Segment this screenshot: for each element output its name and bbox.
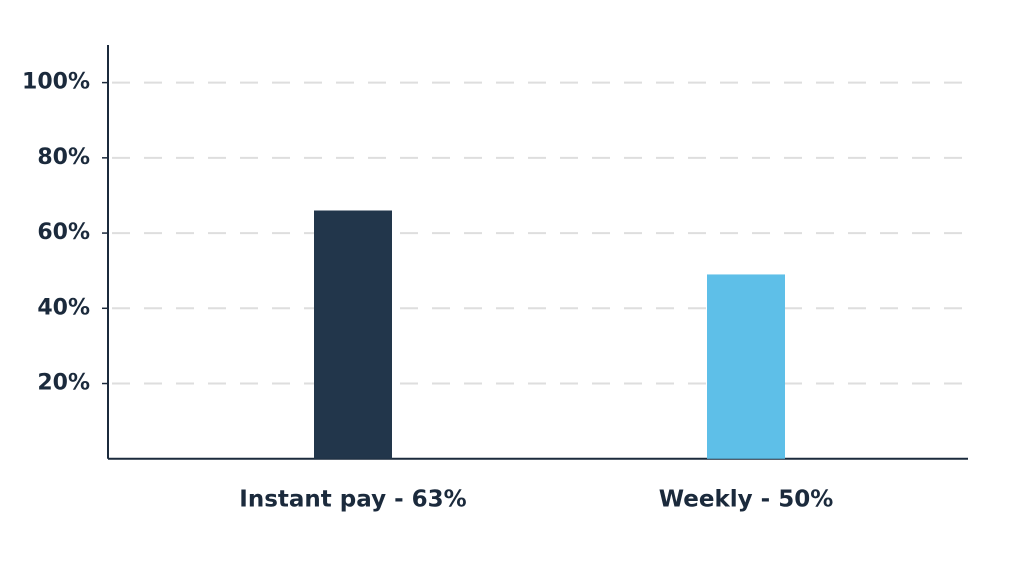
x-tick-label: Weekly - 50% xyxy=(659,487,834,513)
x-tick-label: Instant pay - 63% xyxy=(239,487,466,513)
y-tick-label: 40% xyxy=(37,295,90,320)
y-tick-label: 80% xyxy=(37,145,90,170)
y-tick-label: 100% xyxy=(22,70,90,95)
bar xyxy=(314,210,392,459)
bar xyxy=(707,274,785,459)
y-tick-label: 20% xyxy=(37,371,90,396)
y-tick-label: 60% xyxy=(37,220,90,245)
